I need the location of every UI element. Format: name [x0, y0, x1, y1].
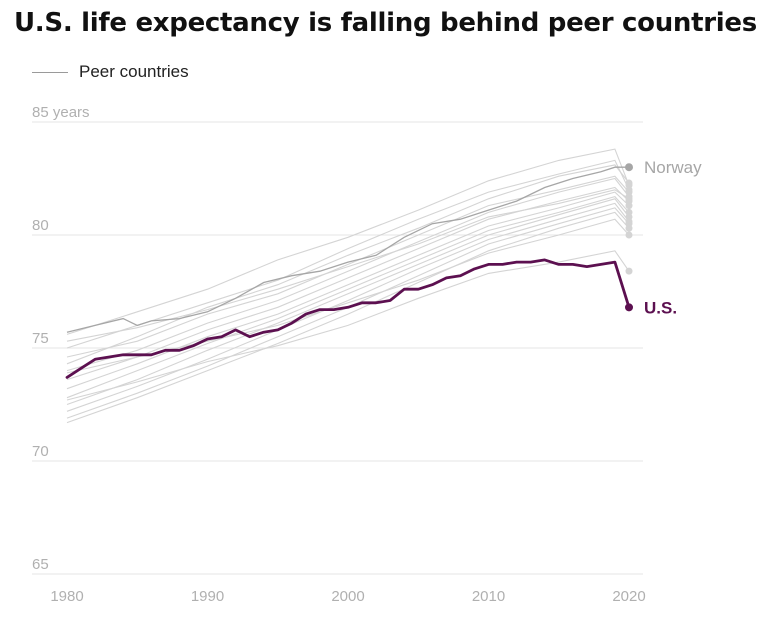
- x-tick-label-2010: 2010: [472, 588, 505, 605]
- series-line-peer-country-13: [66, 218, 630, 374]
- series-line-peer-country-12: [66, 211, 630, 424]
- series-line-peer-country-15: [66, 189, 630, 342]
- x-tick-label-2020: 2020: [612, 588, 645, 605]
- y-tick-label-75: 75: [32, 330, 49, 347]
- y-tick-label-65: 65: [32, 556, 49, 573]
- series-line-peer-country-1: [66, 148, 630, 335]
- legend: Peer countries: [32, 62, 189, 82]
- series-line-peer-country-3: [66, 164, 630, 365]
- legend-swatch-peer-countries: [32, 71, 68, 73]
- y-tick-label-80: 80: [32, 217, 49, 234]
- series-line-peer-country-7: [66, 191, 630, 390]
- x-tick-label-1980: 1980: [50, 588, 83, 605]
- y-tick-label-70: 70: [32, 443, 49, 460]
- y-tick-label-85: 85 years: [32, 104, 90, 121]
- chart-title: U.S. life expectancy is falling behind p…: [14, 8, 757, 38]
- series-endpoint-peer-country-12: [625, 224, 633, 232]
- series-line-peer-country-10: [66, 202, 630, 412]
- series-line-peer-country-9: [66, 198, 630, 406]
- series-line-peer-country-4: [66, 175, 630, 358]
- series-line-peer-country-6: [66, 186, 630, 381]
- x-tick-label-1990: 1990: [191, 588, 224, 605]
- series-label-us: U.S.: [644, 298, 677, 317]
- series-line-peer-country-14: [66, 250, 630, 401]
- series-line-us: [65, 258, 631, 379]
- x-tick-label-2000: 2000: [331, 588, 364, 605]
- series-endpoint-peer-country-7: [625, 202, 633, 210]
- series-endpoint-us: [625, 303, 633, 312]
- series-endpoint-norway: [625, 163, 633, 172]
- series-label-norway: Norway: [644, 158, 702, 177]
- series-endpoint-peer-country-14: [625, 267, 633, 275]
- legend-label-peer-countries: Peer countries: [79, 62, 189, 81]
- series-endpoint-peer-country-15: [625, 195, 633, 203]
- series-line-peer-country-8: [66, 195, 630, 399]
- series-line-peer-country-5: [66, 177, 630, 372]
- series-line-peer-country-2: [66, 159, 630, 349]
- series-line-peer-country-11: [66, 207, 630, 419]
- series-endpoint-peer-country-3: [625, 179, 633, 187]
- series-line-norway: [66, 166, 629, 333]
- series-endpoint-peer-country-13: [625, 231, 633, 239]
